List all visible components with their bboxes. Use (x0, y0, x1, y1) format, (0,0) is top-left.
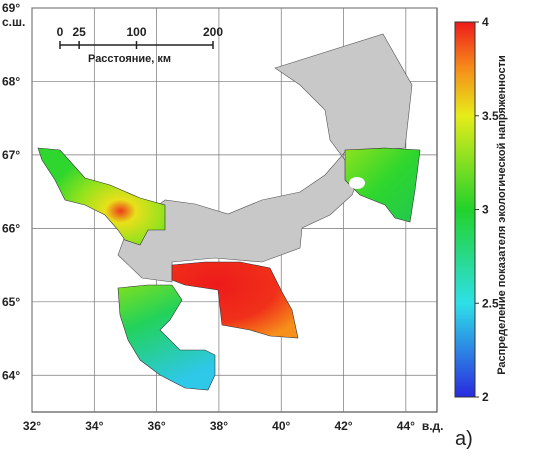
colorbar-tick-label: 3 (482, 203, 489, 217)
lat-unit: с.ш. (2, 15, 25, 29)
lon-unit: в.д. (422, 419, 444, 433)
lon-tick-label: 34° (85, 419, 103, 433)
scale-tick-label: 0 (57, 25, 64, 39)
lon-tick-label: 44° (397, 419, 415, 433)
colorbar-tick-label: 2.5 (482, 296, 499, 310)
lake (349, 177, 365, 189)
lat-tick-label: 65° (2, 295, 20, 309)
lon-tick-label: 42° (334, 419, 352, 433)
panel-label: а) (455, 428, 473, 450)
south-west-region (117, 284, 216, 391)
colorbar-tick-label: 4 (482, 15, 489, 29)
colorbar-tick-label: 3.5 (482, 109, 499, 123)
lat-tick-label: 66° (2, 221, 20, 235)
colorbar (454, 21, 476, 398)
lon-tick-label: 36° (148, 419, 166, 433)
kola-region (37, 147, 166, 246)
lon-tick-label: 38° (210, 419, 228, 433)
lat-tick-label: 69° (2, 1, 20, 15)
colorbar-tick-label: 2 (482, 390, 489, 404)
lat-tick-label: 64° (2, 368, 20, 382)
scale-tick-label: 25 (72, 25, 86, 39)
colorbar-label: Распределение показателя экологической н… (496, 55, 508, 375)
scale-bar-label: Расстояние, км (88, 53, 171, 65)
scale-tick-label: 200 (203, 25, 223, 39)
lon-tick-label: 32° (23, 419, 41, 433)
scale-tick-label: 100 (126, 25, 146, 39)
lon-tick-label: 40° (272, 419, 290, 433)
lat-tick-label: 67° (2, 148, 20, 162)
south-east-region (171, 261, 299, 339)
lat-tick-label: 68° (2, 74, 20, 88)
